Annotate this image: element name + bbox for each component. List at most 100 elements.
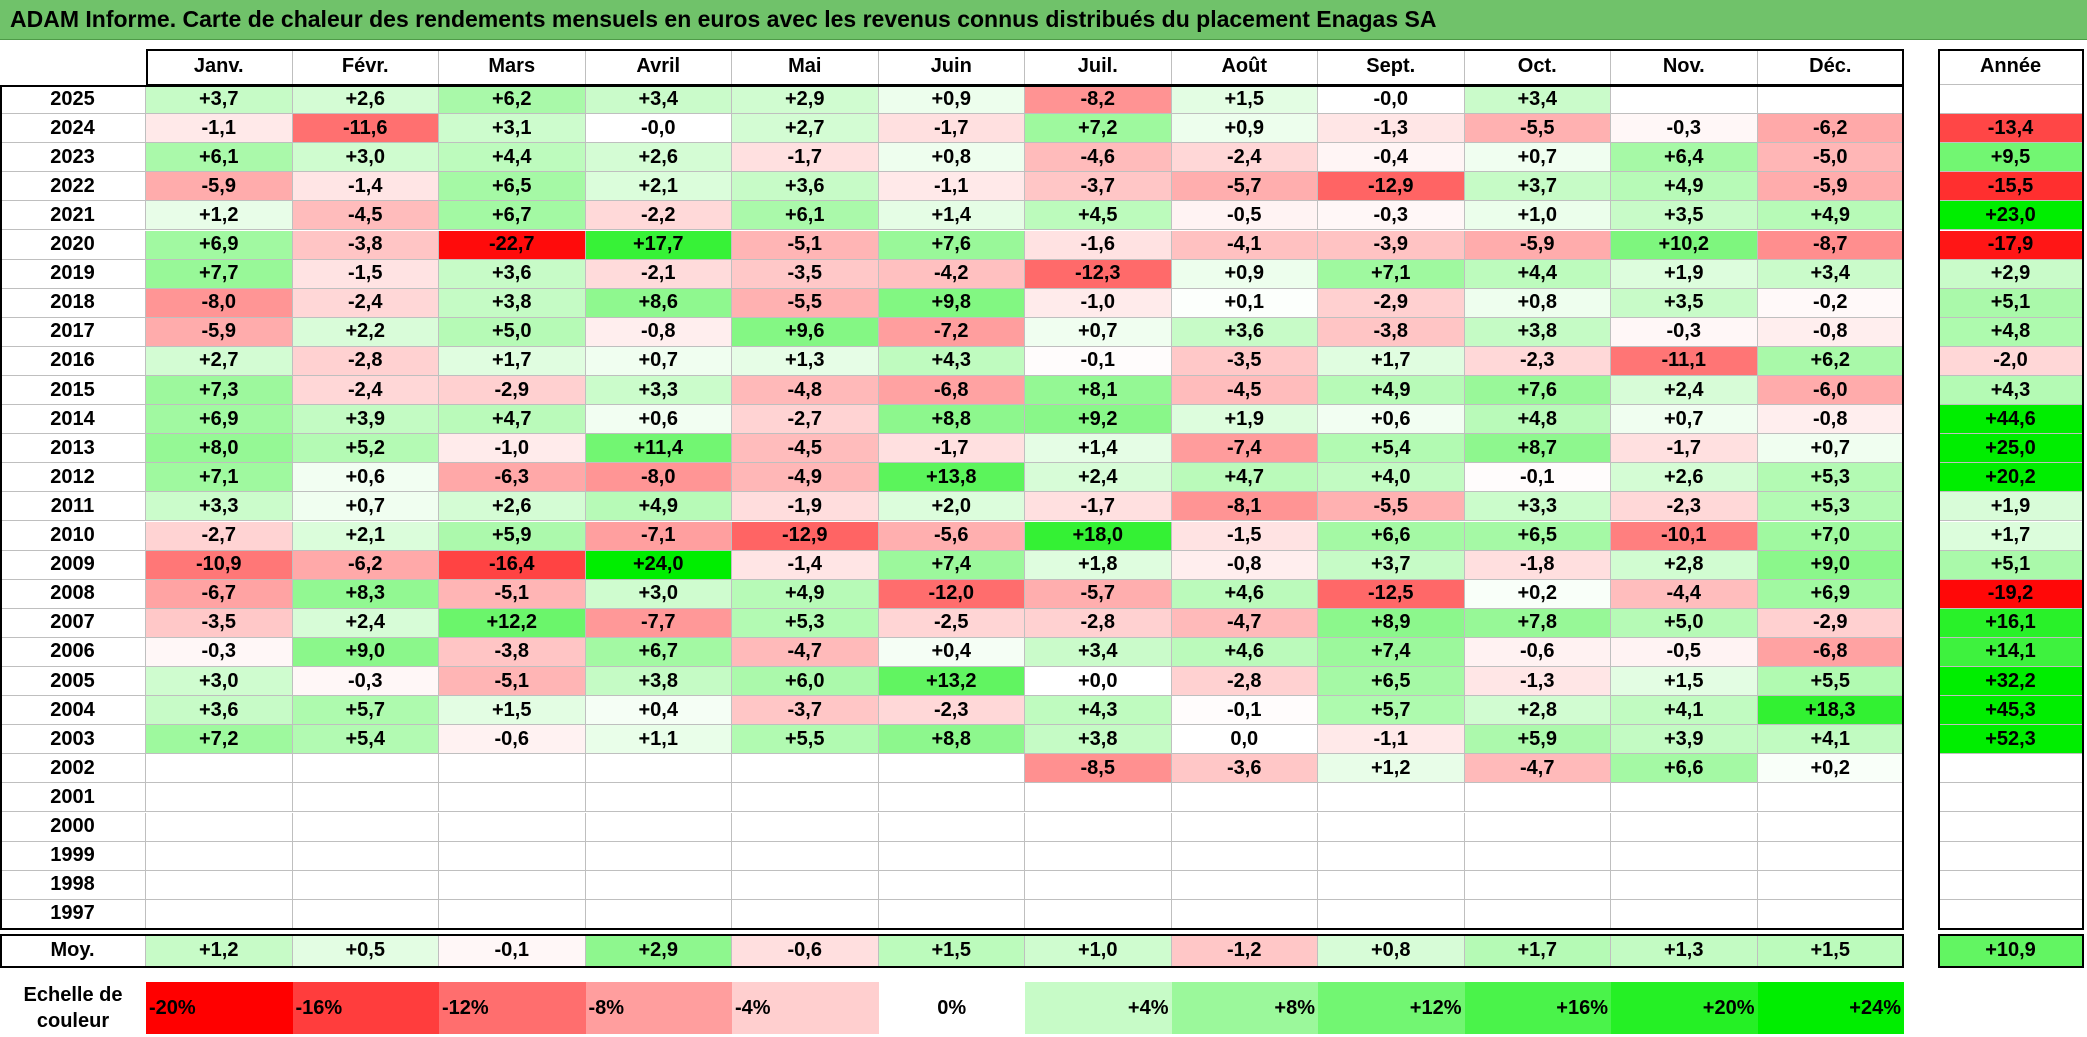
heatmap-cell: +0,7 [1757, 434, 1904, 464]
annual-cell [1938, 812, 2084, 842]
heatmap-cell [1171, 812, 1318, 842]
heatmap-cell: +3,8 [439, 288, 586, 318]
heatmap-cell: +0,8 [1464, 288, 1611, 318]
heatmap-cell: +5,9 [1464, 725, 1611, 755]
heatmap-cell: +6,0 [732, 667, 879, 697]
heatmap-cell: +0,7 [585, 346, 732, 376]
heatmap-cell [878, 870, 1025, 900]
heatmap-cell: +2,2 [292, 317, 439, 347]
heatmap-cell: +7,7 [146, 259, 293, 289]
heatmap-cell: +2,1 [292, 521, 439, 551]
heatmap-cell [292, 870, 439, 900]
heatmap-cell: -1,7 [878, 114, 1025, 144]
heatmap-cell: -1,3 [1464, 667, 1611, 697]
heatmap-cell: -0,3 [1611, 317, 1758, 347]
heatmap-cell: -0,3 [1611, 114, 1758, 144]
heatmap-cell: -2,3 [1611, 492, 1758, 522]
heatmap-cell [146, 899, 293, 929]
heatmap-cell [1025, 870, 1172, 900]
heatmap-cell: +5,0 [439, 317, 586, 347]
month-header: Août [1171, 49, 1318, 85]
heatmap-cell [585, 812, 732, 842]
heatmap-cell: +7,4 [878, 550, 1025, 580]
heatmap-cell: +5,7 [1318, 696, 1465, 726]
heatmap-cell: -2,1 [585, 259, 732, 289]
annual-cell: +45,3 [1938, 696, 2084, 726]
average-cell: +0,8 [1318, 934, 1465, 968]
heatmap-cell [292, 783, 439, 813]
heatmap-cell: +1,2 [146, 201, 293, 231]
heatmap-cell: -6,8 [1757, 637, 1904, 667]
heatmap-cell: -4,9 [732, 463, 879, 493]
heatmap-cell: -2,3 [878, 696, 1025, 726]
average-cell: -1,2 [1171, 934, 1318, 968]
heatmap-cell: +3,5 [1611, 201, 1758, 231]
annual-cell: +16,1 [1938, 608, 2084, 638]
heatmap-cell: +3,3 [585, 376, 732, 406]
heatmap-cell [878, 783, 1025, 813]
heatmap-cell: -12,9 [1318, 172, 1465, 202]
heatmap-cell: -6,8 [878, 376, 1025, 406]
heatmap-cell: +13,2 [878, 667, 1025, 697]
heatmap-cell: -2,3 [1464, 346, 1611, 376]
heatmap-cell: -11,1 [1611, 346, 1758, 376]
heatmap-cell [439, 754, 586, 784]
heatmap-cell: +3,6 [146, 696, 293, 726]
year-label: 2016 [0, 346, 146, 376]
heatmap-cell: +4,9 [1611, 172, 1758, 202]
heatmap-cell: +11,4 [585, 434, 732, 464]
heatmap-cell [1757, 841, 1904, 871]
heatmap-cell [292, 899, 439, 929]
heatmap-cell: +2,8 [1464, 696, 1611, 726]
heatmap-cell: +8,8 [878, 725, 1025, 755]
annual-cell [1938, 783, 2084, 813]
year-label: 1998 [0, 870, 146, 900]
heatmap-cell [878, 841, 1025, 871]
heatmap-cell: +17,7 [585, 230, 732, 260]
annual-cell: +5,1 [1938, 550, 2084, 580]
month-header: Févr. [292, 49, 439, 85]
heatmap-cell: +2,6 [1611, 463, 1758, 493]
heatmap-cell: -5,7 [1171, 172, 1318, 202]
heatmap-cell: -3,5 [1171, 346, 1318, 376]
heatmap-cell: -0,8 [1757, 405, 1904, 435]
heatmap-cell: -0,5 [1611, 637, 1758, 667]
heatmap-cell: -2,9 [1757, 608, 1904, 638]
heatmap-cell: +0,2 [1757, 754, 1904, 784]
heatmap-cell: +3,0 [585, 579, 732, 609]
heatmap-cell: +2,0 [878, 492, 1025, 522]
heatmap-cell: +1,3 [732, 346, 879, 376]
heatmap-cell: +1,7 [439, 346, 586, 376]
heatmap-cell: -5,5 [732, 288, 879, 318]
heatmap-cell: -8,2 [1025, 85, 1172, 115]
heatmap-cell: +1,9 [1171, 405, 1318, 435]
heatmap-cell: +3,5 [1611, 288, 1758, 318]
heatmap-cell [292, 841, 439, 871]
annual-cell: +1,7 [1938, 521, 2084, 551]
heatmap-cell: -0,8 [585, 317, 732, 347]
legend-swatch: -8% [585, 982, 732, 1034]
month-header: Déc. [1757, 49, 1904, 85]
heatmap-cell: +4,1 [1611, 696, 1758, 726]
heatmap-cell: -6,2 [292, 550, 439, 580]
heatmap-cell: -8,1 [1171, 492, 1318, 522]
heatmap-cell: -8,0 [146, 288, 293, 318]
heatmap-cell: -8,0 [585, 463, 732, 493]
heatmap-cell: +9,0 [292, 637, 439, 667]
annual-cell: +52,3 [1938, 725, 2084, 755]
heatmap-cell: +6,2 [1757, 346, 1904, 376]
annual-cell: -15,5 [1938, 172, 2084, 202]
heatmap-cell [1611, 899, 1758, 929]
heatmap-cell: -2,4 [292, 376, 439, 406]
heatmap-cell: +4,1 [1757, 725, 1904, 755]
heatmap-cell [1171, 783, 1318, 813]
heatmap-cell: -6,3 [439, 463, 586, 493]
heatmap-cell: -4,6 [1025, 143, 1172, 173]
heatmap-cell [146, 870, 293, 900]
heatmap-cell: +3,6 [1171, 317, 1318, 347]
heatmap-cell [585, 899, 732, 929]
heatmap-cell [585, 754, 732, 784]
annual-cell: +32,2 [1938, 667, 2084, 697]
heatmap-cell: +7,3 [146, 376, 293, 406]
legend-swatch: -12% [439, 982, 586, 1034]
